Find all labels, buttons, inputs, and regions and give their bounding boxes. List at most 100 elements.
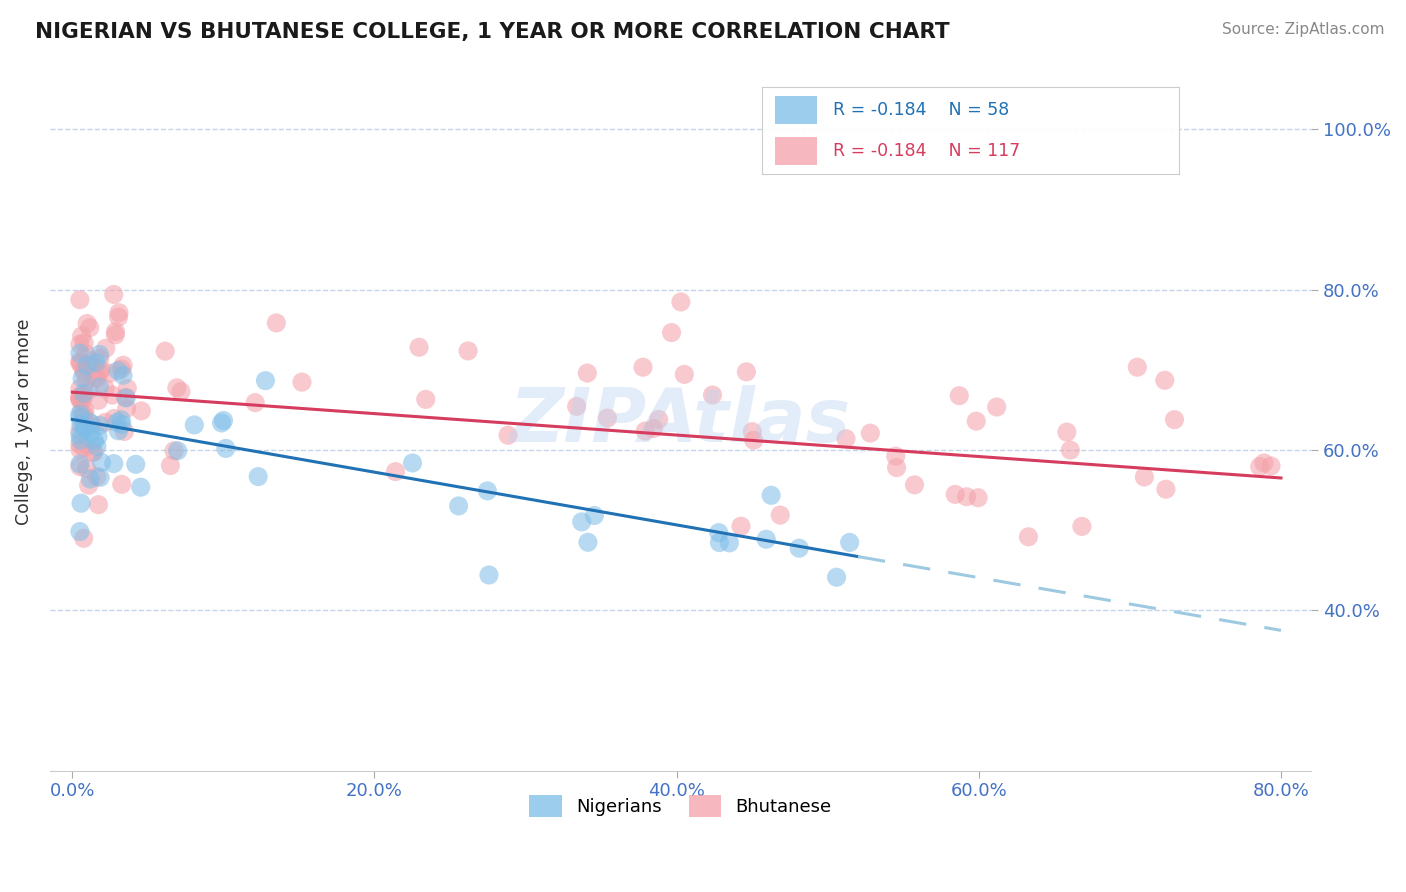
Point (69, 437, 91, 451)
Point (70, 329, 93, 343)
Point (80, 425, 103, 440)
Point (759, 488, 782, 502)
Point (838, 535, 860, 549)
Point (73, 335, 96, 350)
Point (83, 445, 105, 459)
Point (111, 477, 134, 491)
Point (129, 480, 152, 494)
Legend: Nigerians, Bhutanese: Nigerians, Bhutanese (522, 788, 839, 824)
Point (163, 443, 186, 458)
Point (87, 393, 110, 408)
Point (89, 418, 111, 433)
Point (1059, 443, 1081, 458)
Point (166, 443, 188, 458)
Point (69, 524, 91, 539)
Point (103, 287, 125, 301)
Point (903, 478, 925, 492)
Point (70, 356, 93, 370)
Point (103, 411, 125, 425)
Point (166, 381, 188, 395)
Point (291, 375, 314, 389)
Point (825, 570, 848, 584)
Point (115, 391, 138, 405)
Point (87, 429, 110, 443)
Point (76, 462, 98, 476)
Point (408, 340, 430, 354)
Point (243, 395, 266, 409)
Point (1056, 425, 1078, 439)
Point (89, 366, 111, 380)
Point (69, 433, 91, 447)
Point (75, 374, 97, 388)
Point (571, 515, 593, 529)
Point (94, 341, 117, 355)
Point (73, 386, 96, 401)
Point (69, 424, 91, 438)
Point (254, 374, 277, 388)
Point (647, 412, 669, 426)
Point (718, 536, 741, 550)
Point (1153, 373, 1175, 387)
Point (112, 358, 135, 372)
Point (69, 337, 91, 351)
Point (98, 366, 121, 380)
Point (73, 365, 96, 379)
Point (643, 421, 665, 435)
Point (1154, 482, 1177, 496)
Point (1249, 459, 1271, 474)
Point (69, 459, 91, 474)
Point (155, 344, 177, 359)
Point (110, 362, 132, 376)
Point (73, 420, 96, 434)
Point (73, 422, 96, 436)
Point (115, 401, 138, 416)
Point (159, 458, 181, 473)
Point (84, 356, 107, 370)
Point (835, 432, 858, 446)
Point (965, 414, 987, 428)
Point (401, 456, 423, 470)
Point (83, 434, 105, 448)
Point (72, 363, 94, 377)
Point (73, 410, 96, 425)
Point (769, 508, 792, 522)
Point (73, 403, 96, 417)
Point (709, 535, 731, 549)
Point (69, 354, 91, 368)
Point (1133, 470, 1156, 484)
Point (596, 411, 619, 425)
Point (82, 417, 104, 432)
Point (69, 356, 91, 370)
Point (247, 469, 270, 483)
Point (76, 359, 98, 373)
Point (70, 404, 93, 418)
Point (69, 293, 91, 307)
Point (80, 353, 103, 368)
Point (576, 366, 599, 380)
Point (69, 381, 91, 395)
Point (702, 388, 724, 402)
Point (212, 413, 235, 427)
Point (112, 425, 135, 439)
Point (730, 519, 752, 533)
Point (211, 416, 233, 430)
Point (1017, 530, 1039, 544)
Point (86, 440, 108, 454)
Point (447, 499, 470, 513)
Point (90, 455, 112, 469)
Point (1126, 360, 1149, 375)
Point (384, 465, 406, 479)
Point (415, 392, 437, 407)
Point (707, 525, 730, 540)
Point (886, 460, 908, 475)
Point (669, 294, 692, 309)
Point (89, 351, 111, 366)
Point (89, 470, 111, 484)
Point (967, 491, 990, 505)
Point (101, 388, 124, 402)
Point (89, 380, 111, 394)
Point (69, 389, 91, 403)
Point (634, 424, 657, 438)
Point (735, 365, 758, 379)
Point (631, 360, 654, 375)
